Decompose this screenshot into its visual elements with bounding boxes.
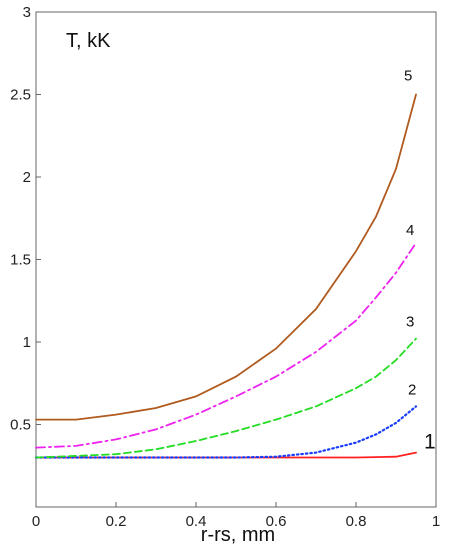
y-tick-label: 0.5 bbox=[10, 417, 31, 434]
x-tick-label: 0.8 bbox=[346, 513, 367, 530]
x-ticks: 0 0.2 0.4 0.6 0.8 1 bbox=[32, 502, 440, 530]
x-tick-label: 0.4 bbox=[186, 513, 207, 530]
series-3-label: 3 bbox=[406, 314, 414, 331]
y-tick-label: 3 bbox=[23, 4, 31, 21]
x-tick-label: 0 bbox=[32, 513, 40, 530]
x-tick-label: 0.2 bbox=[106, 513, 127, 530]
plot-frame bbox=[35, 11, 437, 508]
axes bbox=[35, 11, 437, 508]
y-tick-label: 2.5 bbox=[10, 87, 31, 104]
series-5-label: 5 bbox=[404, 68, 412, 85]
curves bbox=[34, 93, 418, 459]
curve-labels: 1 2 3 4 5 bbox=[404, 68, 436, 454]
series-1-label: 1 bbox=[424, 431, 436, 454]
y-axis-label: T, kK bbox=[66, 30, 111, 52]
x-tick-label: 1 bbox=[432, 513, 440, 530]
series-3-line bbox=[35, 337, 417, 459]
y-tick-label: 1.5 bbox=[10, 252, 31, 269]
series-2-label: 2 bbox=[408, 381, 416, 398]
y-tick-label: 1 bbox=[23, 334, 31, 351]
series-2-line bbox=[34, 405, 418, 459]
y-ticks: 0.5 1 1.5 2 2.5 3 bbox=[10, 4, 41, 434]
y-tick-label: 2 bbox=[23, 169, 31, 186]
series-4-line bbox=[35, 242, 417, 449]
x-axis-label: r-rs, mm bbox=[201, 524, 275, 546]
series-4-label: 4 bbox=[406, 222, 414, 239]
x-tick-label: 0.6 bbox=[266, 513, 287, 530]
series-5-line bbox=[35, 93, 417, 421]
